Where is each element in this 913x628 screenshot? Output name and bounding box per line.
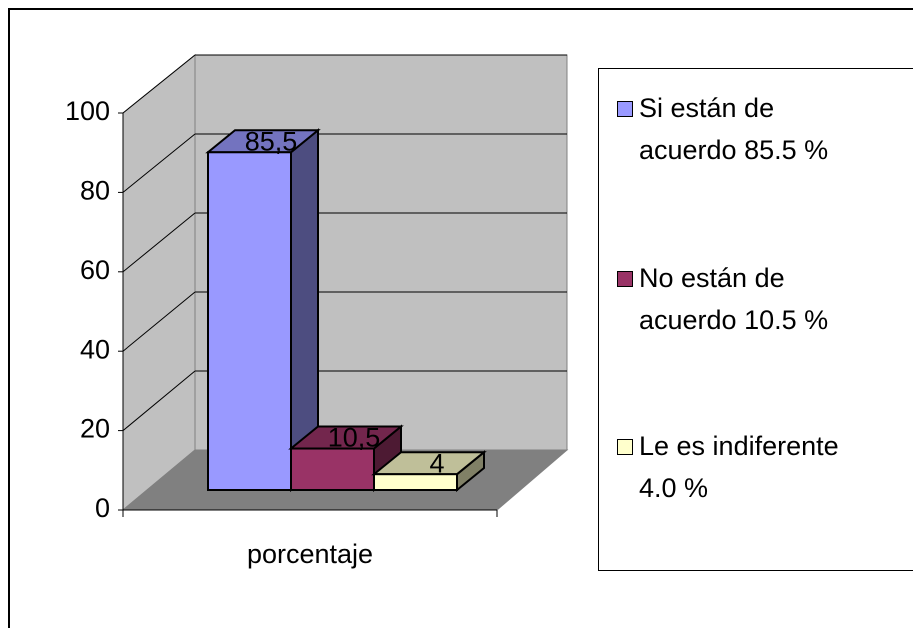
legend-item: Le es indiferente 4.0 % (617, 425, 867, 509)
legend-swatch (617, 271, 633, 287)
data-label: 85,5 (245, 126, 298, 156)
grid-line (122, 291, 196, 352)
data-label: 10,5 (328, 423, 381, 453)
legend-item: No están de acuerdo 10.5 % (617, 257, 867, 341)
y-tick-label: 20 (80, 414, 110, 444)
legend-swatch (617, 101, 633, 117)
legend-label: Si están de acuerdo 85.5 % (639, 93, 829, 165)
side-wall (122, 53, 196, 512)
y-tick-label: 100 (65, 96, 110, 126)
grid-line (122, 212, 196, 273)
x-tick-label: porcentaje (247, 539, 373, 569)
y-tick-label: 0 (95, 493, 110, 523)
bar (373, 473, 458, 492)
bar (290, 447, 375, 491)
y-tick-label: 80 (80, 176, 110, 206)
legend-item: Si están de acuerdo 85.5 % (617, 87, 867, 171)
legend: Si están de acuerdo 85.5 % No están de ac… (598, 68, 913, 571)
legend-label: Le es indiferente 4.0 % (639, 431, 839, 503)
grid-line (122, 133, 196, 193)
y-tick-label: 40 (80, 334, 110, 364)
legend-label: No están de acuerdo 10.5 % (639, 263, 829, 335)
grid-line (122, 54, 196, 114)
bar (207, 151, 292, 491)
legend-swatch (617, 439, 633, 455)
data-label: 4 (429, 448, 444, 478)
y-tick-label: 60 (80, 255, 110, 285)
grid-line (122, 370, 196, 431)
